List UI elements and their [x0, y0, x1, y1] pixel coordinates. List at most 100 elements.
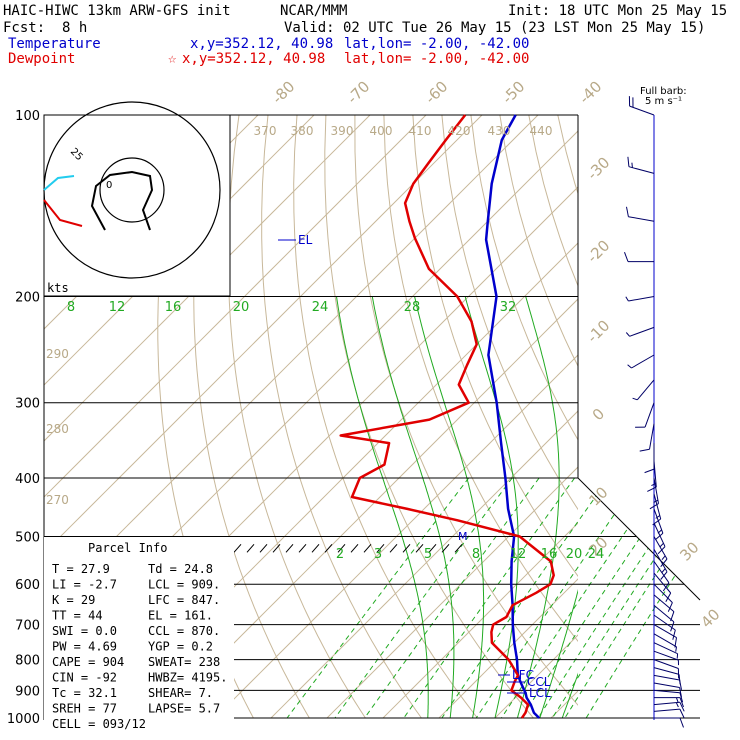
mixing-ratio-label: 3	[374, 547, 382, 562]
wind-barb-flag	[660, 558, 668, 568]
dry-adiabat-line	[616, 115, 740, 718]
isotherm-label: -10	[583, 316, 613, 346]
legend-temperature-label: Temperature	[8, 36, 101, 52]
dewpoint-profile-line	[339, 114, 555, 719]
dry-adiabat-line	[193, 115, 310, 719]
wind-barb-flag	[644, 468, 655, 474]
isotherm-line	[270, 410, 578, 719]
hatch-mark	[428, 543, 437, 553]
isotherm-label: -70	[343, 77, 373, 107]
parcel-info-rows: T = 27.9 Td = 24.8 LI = -2.7 LCL = 909. K = …	[52, 562, 227, 731]
wind-barb-flag	[679, 702, 685, 712]
mixing-ratio-label: 12	[510, 547, 527, 562]
wind-barb-flag	[674, 637, 677, 648]
wind-barb-flag	[679, 697, 684, 708]
wind-barb-shaft	[628, 166, 655, 174]
legend-dewpoint-label: Dewpoint	[8, 51, 75, 67]
hatch-mark	[415, 543, 424, 553]
mixing-ratio-label: 2	[336, 547, 344, 562]
mixing-ratio-line	[564, 478, 700, 719]
isotherm-line	[326, 466, 578, 719]
pressure-tick-label: 400	[15, 472, 40, 487]
isotherm-label: -30	[583, 153, 613, 183]
theta-label: 400	[370, 124, 393, 138]
dry-adiabat-line	[227, 115, 366, 719]
hatch-mark	[350, 543, 359, 553]
theta-label: 370	[254, 124, 277, 138]
hodograph-trace	[90, 170, 154, 231]
isotherm-line	[719, 115, 740, 718]
melting-level-label: M	[458, 530, 468, 543]
wind-barb-shaft	[629, 326, 655, 337]
barb-scale-units: 5 m s⁻¹	[645, 96, 682, 107]
moist-adiabat-line	[561, 672, 578, 719]
lcl-level-label: LCL	[529, 686, 551, 700]
wind-barb-shaft	[653, 594, 675, 612]
isotherm-line	[214, 354, 578, 719]
wind-barb-flag	[675, 702, 679, 708]
parcel-info-left-value: LI = -2.7	[52, 578, 117, 592]
wind-barb-flag	[652, 518, 661, 526]
parcel-info-left-value: CELL = 093/12	[52, 717, 146, 731]
parcel-info-right-value: EL = 161.	[148, 609, 213, 623]
wind-barb-shaft	[628, 296, 655, 302]
mixing-ratio-label: 16	[541, 547, 558, 562]
moist-adiabat-label: 24	[312, 300, 329, 315]
hatch-mark	[246, 543, 255, 553]
mixing-ratio-line	[537, 478, 696, 719]
isotherm-line	[607, 115, 740, 718]
wind-barb-shaft	[653, 583, 673, 603]
legend-temperature-latlon: lat,lon= -2.00, -42.00	[344, 36, 529, 52]
wind-barb-flag	[675, 646, 677, 652]
hodograph-trace-high	[43, 175, 75, 191]
wind-barb-shaft	[644, 402, 655, 428]
dry-adiabat-line	[261, 115, 422, 719]
ccl-level-label: CCL	[527, 675, 551, 689]
wind-barbs	[624, 96, 685, 728]
isotherm-label: 0	[589, 405, 608, 424]
hatch-mark	[298, 543, 307, 553]
wind-barb-flag	[661, 568, 666, 573]
wind-barb-flag	[675, 697, 679, 703]
isotherm-label: -40	[575, 77, 605, 107]
wind-barb-shaft	[653, 604, 675, 623]
wind-barb-shaft	[653, 624, 677, 639]
model-title: HAIC-HIWC 13km ARW-GFS init	[3, 3, 231, 19]
wind-barb-flag	[672, 629, 676, 640]
hatch-mark	[363, 543, 372, 553]
pressure-tick-label: 900	[15, 684, 40, 699]
wind-barb-shaft	[653, 477, 659, 504]
theta-label: 280	[46, 422, 69, 436]
wind-barb-shaft	[653, 708, 680, 712]
theta-label: 290	[46, 347, 69, 361]
wind-barb-shaft	[653, 493, 662, 520]
isotherm-label: -80	[268, 77, 298, 107]
theta-label: 440	[530, 124, 553, 138]
init-time: Init: 18 UTC Mon 25 May 15	[508, 3, 727, 19]
wind-barb-flag	[657, 529, 662, 534]
el-level-label: EL	[298, 233, 313, 247]
theta-label: 430	[488, 124, 511, 138]
wind-barb-flag	[661, 555, 666, 561]
legend-dewpoint-latlon: lat,lon= -2.00, -42.00	[344, 51, 529, 67]
wind-barb-shaft	[628, 216, 655, 222]
hatch-mark	[311, 543, 320, 553]
hatch-mark	[454, 543, 463, 553]
isotherm-line	[663, 115, 740, 718]
dry-adiabat-line	[293, 115, 478, 719]
parcel-info-left-value: Tc = 32.1	[52, 686, 117, 700]
hatch-mark	[389, 543, 398, 553]
wind-barb-flag	[627, 364, 632, 369]
legend-dewpoint-xy: x,y=352.12, 40.98	[182, 51, 325, 67]
dry-adiabat-line	[470, 115, 578, 441]
theta-label: 380	[291, 124, 314, 138]
hatch-mark	[259, 543, 268, 553]
wind-barb-flag	[653, 499, 659, 504]
moist-adiabat-label: 20	[233, 300, 250, 315]
dry-adiabat-line	[499, 115, 578, 368]
moist-adiabat-line	[414, 296, 485, 719]
hatch-mark	[285, 543, 294, 553]
parcel-info-right-value: YGP = 0.2	[148, 640, 213, 654]
wind-barb-flag	[679, 708, 685, 719]
